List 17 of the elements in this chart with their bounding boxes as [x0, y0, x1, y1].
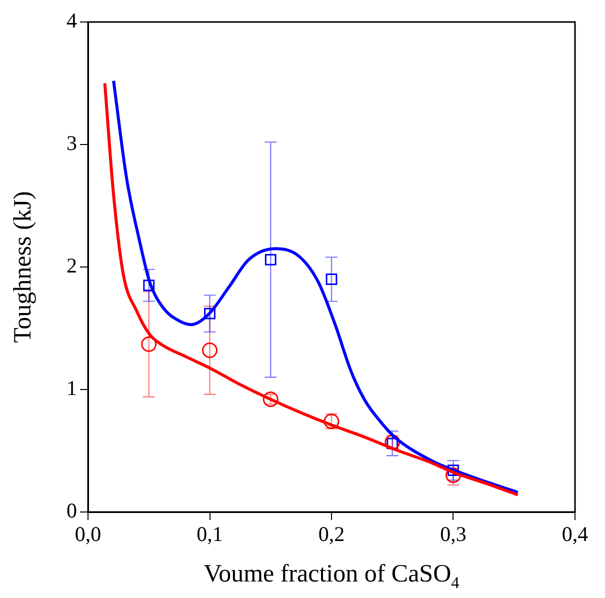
y-axis-title: Toughness (kJ): [10, 191, 37, 343]
y-tick-label: 2: [66, 254, 77, 278]
y-tick-label: 3: [66, 131, 77, 156]
x-tick-label: 0,4: [562, 522, 589, 546]
point: [204, 308, 216, 320]
x-tick-label: 0,1: [196, 522, 223, 546]
x-tick-label: 0,3: [440, 522, 466, 546]
x-tick-label: 0,2: [318, 522, 345, 546]
y-tick-label: 1: [66, 376, 77, 400]
y-tick-label: 4: [66, 8, 78, 33]
x-tick-label: 0,0: [74, 522, 102, 546]
point: [143, 280, 155, 292]
point: [264, 254, 276, 266]
y-tick-label: 0: [66, 498, 77, 523]
point: [202, 342, 218, 358]
point: [326, 274, 338, 285]
point: [141, 336, 157, 352]
